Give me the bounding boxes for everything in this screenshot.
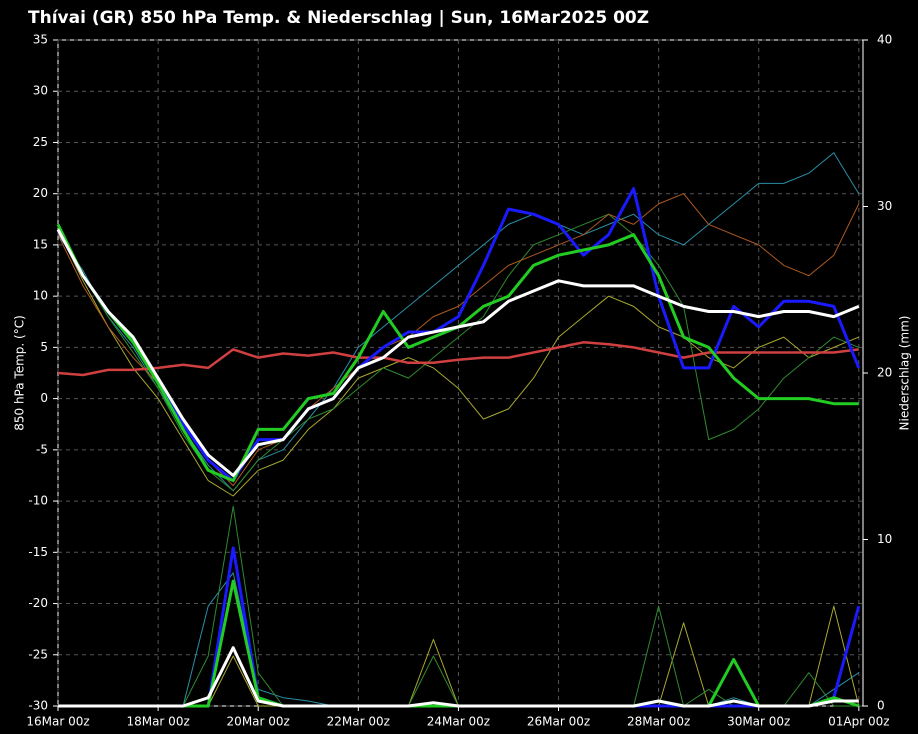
- series-line: [57, 341, 859, 377]
- y-axis-label: 850 hPa Temp. (°C): [13, 315, 27, 431]
- y2-tick-label: 30: [877, 199, 892, 213]
- y-tick-label: 20: [33, 186, 48, 200]
- y-tick-label: 15: [33, 237, 48, 251]
- y2-axis-label: Niederschlag (mm): [898, 316, 912, 431]
- y-tick-label: -20: [28, 596, 48, 610]
- y2-tick-label: 0: [877, 699, 885, 713]
- x-tick-label: 28Mar 00z: [627, 715, 690, 729]
- x-tick-label: 20Mar 00z: [227, 715, 290, 729]
- y-tick-label: 5: [40, 340, 48, 354]
- x-tick-label: 26Mar 00z: [527, 715, 590, 729]
- series-line: [56, 187, 861, 483]
- y-tick-label: 10: [33, 289, 48, 303]
- y-tick-label: -25: [28, 647, 48, 661]
- y-tick-label: -30: [28, 699, 48, 713]
- chart-title: Thívai (GR) 850 hPa Temp. & Niederschlag…: [28, 8, 649, 28]
- series-line: [56, 228, 860, 477]
- x-tick-label: 01Apr 00z: [828, 715, 889, 729]
- y2-tick-label: 40: [877, 33, 892, 47]
- series-line: [58, 646, 859, 708]
- y2-tick-label: 10: [877, 532, 892, 546]
- y-tick-label: 30: [33, 84, 48, 98]
- x-tick-label: 30Mar 00z: [727, 715, 790, 729]
- series-line: [57, 229, 859, 497]
- y-tick-label: 35: [33, 33, 48, 47]
- y-tick-label: -10: [28, 494, 48, 508]
- y-tick-label: 0: [40, 391, 48, 405]
- x-tick-label: 22Mar 00z: [327, 715, 390, 729]
- y-tick-label: 25: [33, 135, 48, 149]
- x-tick-label: 16Mar 00z: [26, 715, 89, 729]
- y2-tick-label: 20: [877, 366, 892, 380]
- y-tick-label: -15: [28, 545, 48, 559]
- y-tick-label: -5: [36, 442, 48, 456]
- series-line: [57, 213, 859, 492]
- x-tick-label: 18Mar 00z: [126, 715, 189, 729]
- x-tick-label: 24Mar 00z: [427, 715, 490, 729]
